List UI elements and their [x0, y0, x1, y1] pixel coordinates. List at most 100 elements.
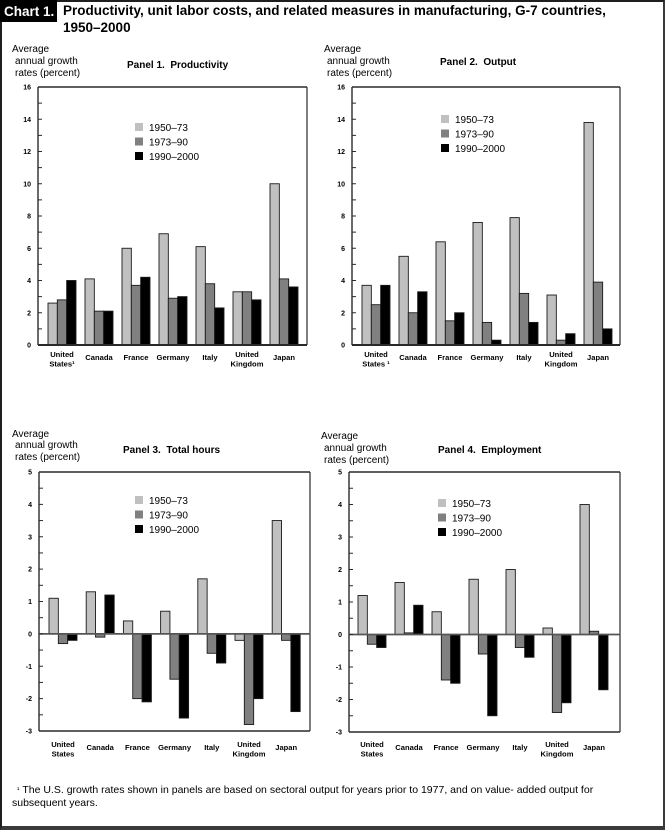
- bar-italy-1973-90: [206, 633, 217, 654]
- y-axis-label-line: rates (percent): [327, 68, 392, 79]
- y-tick-label: 2: [338, 567, 342, 574]
- bar-united-states-1950-73: [357, 595, 368, 635]
- bar-united-states-1973-90: [370, 304, 382, 346]
- x-category-label-united-states: United: [364, 350, 388, 359]
- legend-label-1950-73: 1950–73: [149, 496, 188, 507]
- bar-canada-1950-73: [398, 255, 409, 346]
- legend-label-1990-2000: 1990–2000: [149, 525, 199, 536]
- x-category-label-united-kingdom: Kingdom: [231, 360, 264, 369]
- legend-label-1973-90: 1973–90: [455, 130, 494, 141]
- x-category-label-japan: Japan: [583, 743, 605, 752]
- y-tick-label: 12: [337, 149, 345, 156]
- x-category-label-france: France: [434, 743, 459, 752]
- legend-swatch-1950-73: [135, 123, 143, 131]
- bar-japan-1990-2000: [288, 286, 299, 346]
- bar-italy-1973-90: [518, 292, 530, 346]
- legend-swatch-1990-2000: [438, 528, 446, 536]
- bar-germany-1990-2000: [487, 634, 498, 717]
- bar-italy-1990-2000: [214, 307, 225, 346]
- bar-united-states-1990-2000: [67, 633, 78, 641]
- y-axis-label-line: Average: [12, 429, 50, 440]
- bar-united-kingdom-1990-2000: [253, 633, 264, 700]
- bar-canada-1973-90: [407, 312, 419, 346]
- legend-label-1990-2000: 1990–2000: [452, 528, 502, 539]
- x-category-label-united-kingdom: United: [237, 740, 261, 749]
- legend-swatch-1973-90: [135, 510, 143, 519]
- x-category-label-france: France: [124, 353, 149, 362]
- legend-label-1973-90: 1973–90: [452, 514, 491, 525]
- y-tick-label: 4: [341, 278, 345, 285]
- legend-swatch-1950-73: [135, 496, 143, 504]
- footnote-marker: ¹: [17, 787, 20, 794]
- x-category-label-canada: Canada: [86, 743, 114, 752]
- bar-germany-1973-90: [477, 634, 489, 655]
- bar-japan-1950-73: [583, 122, 594, 346]
- bar-germany-1950-73: [472, 221, 483, 346]
- bar-canada-1950-73: [394, 582, 405, 635]
- bar-germany-1990-2000: [178, 633, 190, 719]
- bar-france-1973-90: [440, 634, 452, 681]
- chart-title: Productivity, unit labor costs, and rela…: [63, 3, 606, 35]
- y-tick-label: 16: [337, 85, 345, 92]
- bar-germany-1973-90: [167, 297, 179, 346]
- bar-japan-1990-2000: [602, 328, 613, 346]
- bar-japan-1973-90: [278, 278, 290, 346]
- x-category-label-france: France: [125, 743, 150, 752]
- bar-canada-1990-2000: [417, 291, 428, 346]
- bar-italy-1990-2000: [524, 634, 535, 658]
- bar-united-kingdom-1950-73: [234, 633, 245, 641]
- x-category-label-germany: Germany: [158, 743, 192, 752]
- bar-italy-1990-2000: [216, 633, 227, 664]
- x-category-label-canada: Canada: [85, 353, 113, 362]
- bar-united-states-1950-73: [361, 284, 372, 346]
- y-tick-label: 12: [23, 149, 31, 156]
- panel-title: Panel 1. Productivity: [127, 60, 229, 71]
- bar-canada-1973-90: [93, 310, 105, 346]
- x-category-label-japan: Japan: [273, 353, 295, 362]
- bar-canada-1990-2000: [103, 310, 114, 346]
- bar-united-kingdom-1950-73: [546, 294, 557, 346]
- bar-germany-1973-90: [169, 633, 180, 680]
- y-tick-label: -1: [336, 665, 342, 672]
- bar-germany-1990-2000: [177, 296, 188, 346]
- y-tick-label: 1: [28, 599, 32, 606]
- bar-united-kingdom-1990-2000: [251, 299, 262, 346]
- x-category-label-italy: Italy: [512, 743, 528, 752]
- y-tick-label: -1: [26, 664, 32, 671]
- y-tick-label: 2: [27, 310, 31, 317]
- legend-swatch-1973-90: [135, 137, 143, 146]
- x-category-label-united-states: United: [51, 740, 75, 749]
- panel-title: Panel 2. Output: [440, 57, 517, 68]
- x-category-label-united-kingdom: Kingdom: [233, 750, 266, 759]
- bar-france-1973-90: [132, 633, 143, 700]
- x-category-label-united-states: States¹: [49, 360, 75, 369]
- y-tick-label: 6: [27, 246, 31, 253]
- bar-united-states-1990-2000: [66, 280, 77, 346]
- y-tick-label: 0: [338, 632, 342, 639]
- bar-united-kingdom-1973-90: [243, 633, 255, 725]
- y-axis-label-line: annual growth: [324, 443, 387, 454]
- bar-united-states-1973-90: [56, 299, 68, 346]
- legend-label-1973-90: 1973–90: [149, 138, 188, 149]
- bar-italy-1950-73: [509, 217, 520, 346]
- legend-swatch-1990-2000: [135, 152, 143, 160]
- y-axis-label-line: Average: [321, 431, 359, 442]
- x-category-label-united-states: United: [360, 740, 384, 749]
- y-tick-label: 5: [338, 470, 342, 477]
- y-tick-label: -3: [336, 730, 342, 737]
- y-tick-label: 16: [23, 85, 31, 92]
- bar-france-1973-90: [130, 284, 142, 346]
- x-category-label-japan: Japan: [275, 743, 297, 752]
- y-tick-label: 4: [338, 502, 342, 509]
- legend-swatch-1973-90: [441, 129, 449, 138]
- x-category-label-united-states: States ¹: [362, 360, 390, 369]
- y-tick-label: 6: [341, 246, 345, 253]
- bar-germany-1973-90: [481, 321, 493, 346]
- y-tick-label: 4: [27, 278, 31, 285]
- bar-united-kingdom-1950-73: [542, 627, 553, 635]
